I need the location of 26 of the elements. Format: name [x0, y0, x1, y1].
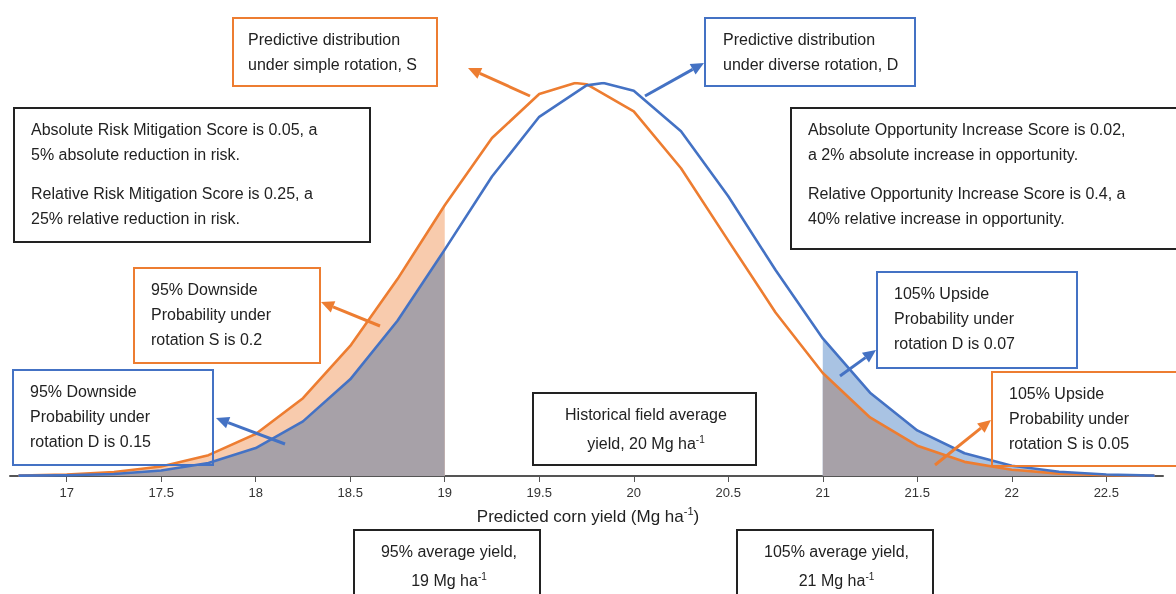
annotation: Absolute Risk Mitigation Score is 0.05, a 5% absolute reduction in risk. [31, 120, 319, 165]
x-tick-label: 22.5 [1093, 485, 1119, 500]
text: Predictive distribution under diverse rotation, D [723, 30, 900, 75]
x-tick-label: 19 [437, 485, 452, 500]
x-tick-label: 20.5 [715, 485, 741, 500]
x-tick-label: 18 [248, 485, 263, 500]
x-tick-label: 21 [815, 485, 830, 500]
annotation: 95% Downside Probability under rotation S is 0.2 [151, 280, 273, 350]
x-axis-title: Predicted corn yield (Mg ha$^{-1}$) [475, 505, 701, 527]
text: 105% average yield, 21 Mg ha$^{-1}$ [763, 542, 910, 592]
x-tick-label: 20 [626, 485, 641, 500]
x-tick-label: 22 [1004, 485, 1020, 500]
x-tick-label: 17.5 [148, 485, 174, 500]
x-tick-label: 21.5 [904, 485, 930, 500]
annotation: Relative Risk Mitigation Score is 0.25, a 25% relative reduction in risk. [31, 184, 314, 229]
annotation: Absolute Opportunity Increase Score is 0.02, a 2% absolute increase in opportunity. [808, 120, 1127, 165]
annotation: Historical field average yield, 20 Mg ha$^{-1}$ [564, 405, 728, 455]
x-tick-label: 18.5 [337, 485, 363, 500]
text: Predictive distribution under simple rotation, S [248, 30, 418, 75]
annotation: 105% Upside Probability under rotation S is 0.05 [1009, 384, 1131, 454]
annotation: 105% Upside Probability under rotation D is 0.07 [894, 284, 1016, 354]
x-tick-label: 17 [59, 485, 74, 500]
annotation: Relative Opportunity Increase Score is 0.4, a 40% relative increase in opportunity. [808, 184, 1127, 229]
x-tick-label: 19.5 [526, 485, 552, 500]
annotation: 95% Downside Probability under rotation D is 0.15 [30, 382, 152, 452]
text: 95% average yield, 19 Mg ha$^{-1}$ [379, 542, 519, 592]
